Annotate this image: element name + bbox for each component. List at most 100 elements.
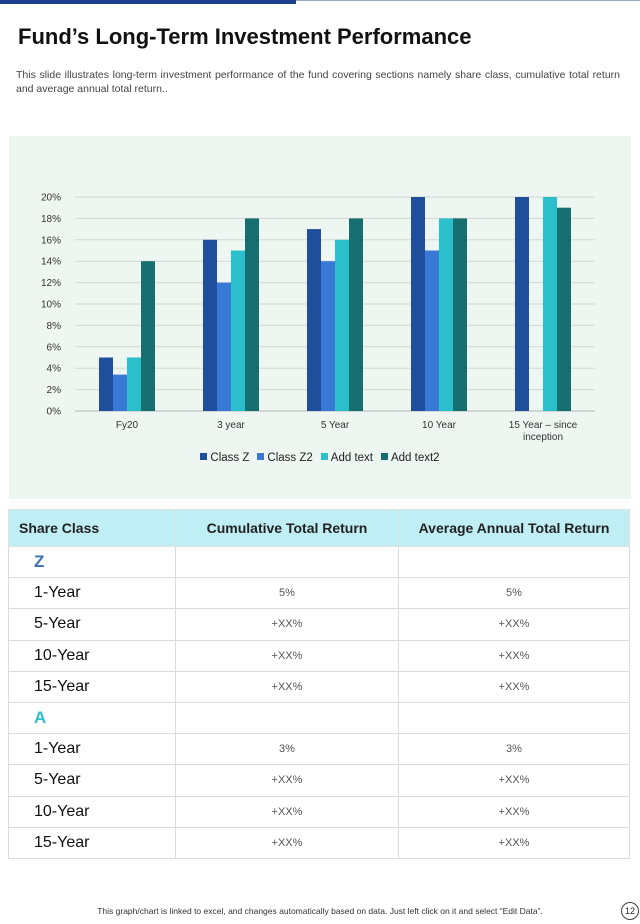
table-row: 15-Year +XX% +XX% — [8, 670, 630, 703]
header-cumulative-total-return: Cumulative Total Return — [175, 509, 399, 547]
annual-value: +XX% — [398, 670, 630, 703]
chart-legend: Class Z Class Z2 Add text Add text2 — [9, 452, 631, 464]
legend-label: Class Z2 — [267, 452, 313, 464]
table-row: 10-Year +XX% +XX% — [8, 639, 630, 672]
group-row-a: A — [8, 701, 630, 735]
cumulative-value: +XX% — [175, 639, 399, 672]
table-row: 10-Year +XX% +XX% — [8, 795, 630, 828]
bar — [349, 218, 363, 411]
row-label: 10-Year — [8, 639, 176, 672]
annual-value: +XX% — [398, 608, 630, 641]
footer-note: This graph/chart is linked to excel, and… — [97, 906, 543, 916]
bar — [245, 218, 259, 411]
x-tick-label: 5 Year — [321, 420, 350, 431]
y-tick-label: 2% — [47, 385, 62, 396]
x-tick-label: 15 Year – since — [509, 420, 578, 431]
legend-swatch — [380, 453, 388, 460]
cumulative-value: +XX% — [175, 764, 399, 797]
bar — [425, 250, 439, 411]
empty-cell — [398, 701, 630, 735]
y-tick-label: 12% — [41, 278, 61, 289]
bar — [543, 197, 557, 411]
row-label: 1-Year — [8, 577, 176, 610]
page-title: Fund’s Long-Term Investment Performance — [18, 24, 472, 49]
bar-chart: 0% 2% 4% 6% 8% 10% 12% 14% 16% 18% 20% Fy20 3 year 5 … — [41, 193, 595, 443]
header-average-annual-total-return: Average Annual Total Return — [398, 509, 630, 547]
legend-label: Class Z — [210, 452, 250, 464]
y-tick-label: 0% — [47, 407, 62, 418]
cumulative-value: 5% — [175, 577, 399, 610]
x-tick-label: 3 year — [217, 420, 245, 431]
annual-value: +XX% — [398, 795, 630, 828]
page-subtitle: This slide illustrates long-term investm… — [16, 69, 620, 95]
y-tick-label: 14% — [41, 257, 61, 268]
legend-item: Class Z2 — [257, 452, 313, 464]
legend-item: Add text — [320, 452, 373, 464]
page-number: 12 — [621, 902, 639, 920]
legend-item: Add text2 — [380, 452, 440, 464]
group-label-z: Z — [8, 545, 176, 579]
annual-value: 3% — [398, 733, 630, 766]
y-tick-label: 20% — [41, 193, 61, 204]
bar — [411, 197, 425, 411]
row-label: 10-Year — [8, 795, 176, 828]
row-label: 15-Year — [8, 670, 176, 703]
y-tick-label: 6% — [47, 342, 62, 353]
chart-panel: 0% 2% 4% 6% 8% 10% 12% 14% 16% 18% 20% Fy20 3 year 5 … — [9, 136, 631, 499]
y-tick-label: 18% — [41, 214, 61, 225]
empty-cell — [175, 545, 399, 579]
table-header-row: Share Class Cumulative Total Return Aver… — [8, 509, 630, 547]
bar — [99, 357, 113, 411]
legend-swatch — [320, 453, 328, 460]
bar — [321, 261, 335, 411]
cumulative-value: +XX% — [175, 608, 399, 641]
table-row: 15-Year +XX% +XX% — [8, 826, 630, 859]
x-tick-label: Fy20 — [116, 420, 139, 431]
bar — [203, 239, 217, 411]
bar — [307, 229, 321, 411]
legend-item: Class Z — [200, 452, 249, 464]
header-share-class: Share Class — [8, 509, 176, 547]
top-divider — [296, 0, 640, 1]
row-label: 5-Year — [8, 608, 176, 641]
bar — [217, 282, 231, 411]
annual-value: +XX% — [398, 639, 630, 672]
annual-value: +XX% — [398, 764, 630, 797]
row-label: 1-Year — [8, 733, 176, 766]
empty-cell — [175, 701, 399, 735]
y-tick-label: 10% — [41, 300, 61, 311]
bar — [127, 357, 141, 411]
x-tick-label: 10 Year — [422, 420, 457, 431]
table-row: 5-Year +XX% +XX% — [8, 608, 630, 641]
cumulative-value: +XX% — [175, 795, 399, 828]
group-row-z: Z — [8, 545, 630, 579]
annual-value: +XX% — [398, 826, 630, 859]
empty-cell — [398, 545, 630, 579]
performance-table: Share Class Cumulative Total Return Aver… — [8, 509, 630, 859]
legend-swatch — [257, 453, 265, 460]
table-row: 1-Year 3% 3% — [8, 733, 630, 766]
bar — [231, 250, 245, 411]
bar — [453, 218, 467, 411]
bar — [141, 261, 155, 411]
group-label-a: A — [8, 701, 176, 735]
bar — [439, 218, 453, 411]
top-accent-bar — [0, 0, 296, 4]
bar — [335, 239, 349, 411]
annual-value: 5% — [398, 577, 630, 610]
cumulative-value: 3% — [175, 733, 399, 766]
bar — [557, 207, 571, 411]
legend-swatch — [200, 453, 208, 460]
y-tick-label: 8% — [47, 321, 62, 332]
bar — [515, 197, 529, 411]
legend-label: Add text — [330, 452, 373, 464]
row-label: 5-Year — [8, 764, 176, 797]
y-tick-label: 16% — [41, 235, 61, 246]
legend-label: Add text2 — [390, 452, 440, 464]
x-tick-label: inception — [523, 432, 563, 443]
bar — [113, 374, 127, 411]
cumulative-value: +XX% — [175, 670, 399, 703]
y-tick-label: 4% — [47, 364, 62, 375]
row-label: 15-Year — [8, 826, 176, 859]
table-row: 1-Year 5% 5% — [8, 577, 630, 610]
